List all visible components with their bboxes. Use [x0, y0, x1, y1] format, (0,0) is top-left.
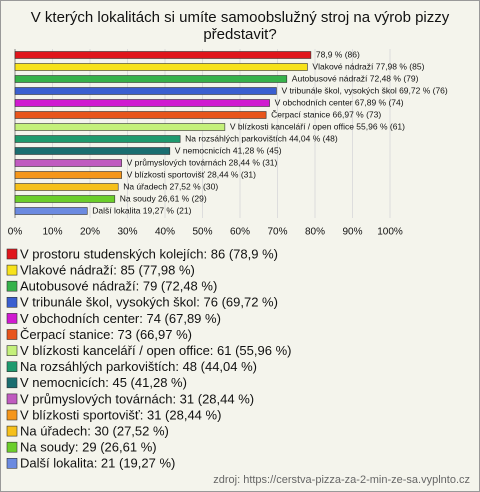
- legend-label: V průmyslových továrnách: 31 (28,44 %): [20, 391, 254, 406]
- bar: [14, 159, 122, 167]
- source: zdroj: https://cerstva-pizza-za-2-min-ze…: [213, 474, 470, 486]
- x-tick-label: 0%: [8, 227, 23, 238]
- bar: [14, 195, 116, 203]
- legend-label: V tribunále škol, vysokých škol: 76 (69,…: [20, 295, 278, 310]
- x-tick-label: 50%: [192, 227, 212, 238]
- legend-swatch: [6, 248, 18, 260]
- legend-label: V prostoru studenských kolejích: 86 (78,…: [20, 246, 278, 261]
- legend-label: V obchodních center: 74 (67,89 %): [20, 311, 221, 326]
- legend-label: V nemocnicích: 45 (41,28 %): [20, 375, 187, 390]
- legend-swatch: [6, 329, 18, 340]
- bar: [14, 99, 270, 107]
- bar: [14, 111, 267, 119]
- x-tick-label: 30%: [117, 227, 137, 238]
- x-tick-label: 100%: [377, 227, 403, 238]
- value-label: Další lokalita 19,27 % (21): [92, 205, 191, 215]
- legend-swatch: [6, 313, 18, 324]
- chart-title: V kterých lokalitách si umíte samoobsluž…: [31, 9, 450, 26]
- x-tick-label: 80%: [305, 227, 325, 238]
- value-label: Na úřadech 27,52 % (30): [123, 181, 218, 191]
- legend-label: Na úřadech: 30 (27,52 %): [20, 424, 169, 439]
- value-label: V blízkosti kanceláří / open office 55,9…: [230, 121, 405, 131]
- bar: [14, 135, 181, 143]
- legend-swatch: [6, 280, 18, 292]
- value-label: Vlakové nádraží 77,98 % (85): [312, 61, 424, 71]
- legend-label: Autobusové nádraží: 79 (72,48 %): [20, 279, 217, 294]
- chart-title: představit?: [203, 26, 276, 43]
- value-label: V blízkosti sportovišť 28,44 % (31): [127, 169, 256, 179]
- x-tick-label: 60%: [230, 227, 250, 238]
- x-tick-label: 20%: [80, 227, 100, 238]
- value-label: V nemocnicích 41,28 % (45): [175, 145, 282, 155]
- legend-label: Další lokalita: 21 (19,27 %): [20, 456, 175, 471]
- legend-label: V blízkosti kanceláří / open office: 61 …: [20, 343, 291, 358]
- value-label: V obchodních center 67,89 % (74): [275, 97, 404, 107]
- value-label: V tribunále škol, vysokých škol 69,72 % …: [281, 85, 447, 95]
- bar: [14, 183, 119, 191]
- legend-swatch: [6, 296, 18, 308]
- bar: [14, 147, 171, 155]
- legend-swatch: [6, 409, 18, 421]
- legend-label: Na rozsáhlých parkovištích: 48 (44,04 %): [20, 359, 257, 374]
- bar: [14, 207, 88, 215]
- legend-label: Vlakové nádraží: 85 (77,98 %): [20, 263, 195, 278]
- legend-swatch: [6, 345, 18, 356]
- value-label: Autobusové nádraží 72,48 % (79): [292, 73, 419, 83]
- value-label: 78,9 % (86): [316, 49, 360, 59]
- bar: [14, 75, 288, 83]
- bar: [14, 87, 277, 95]
- value-label: Čerpací stanice 66,97 % (73): [271, 109, 381, 119]
- legend-swatch: [6, 457, 18, 469]
- legend-swatch: [6, 361, 18, 373]
- x-tick-label: 10%: [42, 227, 62, 238]
- legend-swatch: [6, 441, 18, 453]
- x-tick-label: 40%: [155, 227, 175, 238]
- bar: [14, 51, 312, 59]
- value-label: V průmyslových továrnách 28,44 % (31): [127, 157, 278, 167]
- bar: [14, 171, 122, 179]
- value-label: Na rozsáhlých parkovištích 44,04 % (48): [185, 133, 338, 143]
- legend-swatch: [6, 377, 18, 389]
- legend-swatch: [6, 425, 18, 437]
- legend-label: V blízkosti sportovišť: 31 (28,44 %): [20, 407, 221, 422]
- legend-swatch: [6, 264, 18, 276]
- legend-label: Na soudy: 29 (26,61 %): [20, 440, 157, 455]
- bar: [14, 123, 226, 131]
- x-tick-label: 70%: [267, 227, 287, 238]
- bar: [14, 63, 308, 71]
- legend-swatch: [6, 393, 18, 405]
- legend-label: Čerpací stanice: 73 (66,97 %): [20, 327, 192, 342]
- value-label: Na soudy 26,61 % (29): [120, 193, 207, 203]
- x-tick-label: 90%: [342, 227, 362, 238]
